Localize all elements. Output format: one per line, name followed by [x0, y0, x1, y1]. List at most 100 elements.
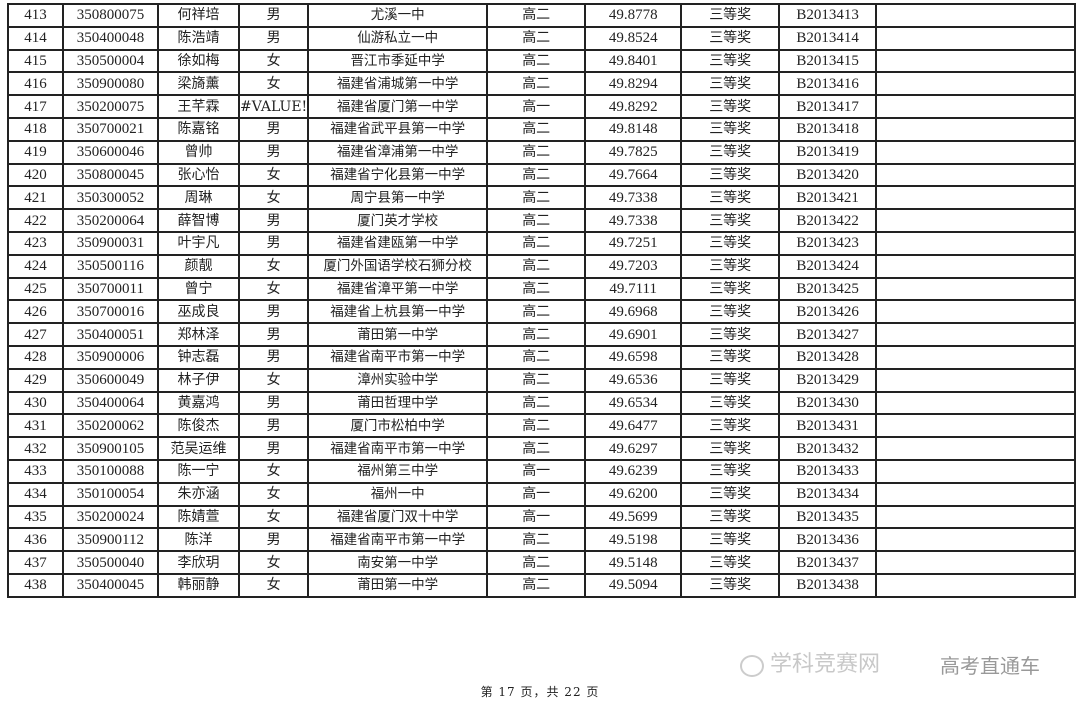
certificate-cell: B2013422 [778, 208, 878, 233]
certificate-cell: B2013426 [778, 299, 878, 325]
id-cell: 350200062 [62, 413, 159, 439]
gender-cell: 女 [237, 367, 310, 393]
name-cell: 颜靓 [157, 253, 240, 279]
school-cell: 周宁县第一中学 [307, 185, 489, 211]
note-cell [875, 230, 1077, 256]
certificate-cell: B2013438 [778, 572, 878, 598]
note-cell [875, 208, 1077, 233]
award-cell: 三等奖 [680, 185, 781, 211]
id-cell: 350200024 [62, 504, 159, 530]
school-cell: 福建省建瓯第一中学 [307, 230, 489, 256]
gender-cell: 女 [237, 276, 310, 302]
gender-cell: #VALUE! [237, 94, 310, 119]
id-cell: 350700011 [62, 276, 159, 302]
certificate-cell: B2013413 [778, 3, 878, 28]
table-row: 414 350400048 陈浩靖男仙游私立一中 高二 49.8524 三等奖 B20134… [7, 25, 1077, 51]
table-row: 425 350700011 曾宁女福建省漳平第一中学 高二 49.7111 三等奖 B201… [7, 276, 1077, 302]
id-cell: 350800075 [62, 3, 159, 28]
note-cell [875, 94, 1077, 119]
certificate-cell: B2013429 [778, 367, 878, 393]
score-cell: 49.8148 [584, 116, 683, 142]
award-cell: 三等奖 [680, 344, 781, 370]
rank-cell: 419 [7, 139, 64, 165]
id-cell: 350500116 [62, 253, 159, 279]
table-row: 417 350200075 王芊霖 #VALUE! 福建省厦门第一中学 高一 49.8292… [7, 94, 1077, 119]
grade-cell: 高二 [486, 550, 587, 575]
table-row: 422 350200064 薛智博男厦门英才学校 高二 49.7338 三等奖 B20134… [7, 208, 1077, 233]
grade-cell: 高二 [486, 48, 587, 74]
certificate-cell: B2013432 [778, 436, 878, 461]
gender-cell: 男 [237, 139, 310, 165]
id-cell: 350400048 [62, 25, 159, 51]
school-cell: 厦门外国语学校石狮分校 [307, 253, 489, 279]
rank-cell: 437 [7, 550, 64, 575]
score-cell: 49.8292 [584, 94, 683, 119]
gender-cell: 男 [237, 116, 310, 142]
rank-cell: 438 [7, 572, 64, 598]
school-cell: 厦门市松柏中学 [307, 413, 489, 439]
award-cell: 三等奖 [680, 572, 781, 598]
award-cell: 三等奖 [680, 436, 781, 461]
school-cell: 南安第一中学 [307, 550, 489, 575]
id-cell: 350300052 [62, 185, 159, 211]
name-cell: 朱亦涵 [157, 481, 240, 507]
award-cell: 三等奖 [680, 253, 781, 279]
grade-cell: 高二 [486, 344, 587, 370]
grade-cell: 高一 [486, 504, 587, 530]
school-cell: 厦门英才学校 [307, 208, 489, 233]
note-cell [875, 390, 1077, 416]
gender-cell: 女 [237, 48, 310, 74]
score-cell: 49.7111 [584, 276, 683, 302]
rank-cell: 433 [7, 458, 64, 484]
school-cell: 福建省漳平第一中学 [307, 276, 489, 302]
id-cell: 350900006 [62, 344, 159, 370]
name-cell: 郑林泽 [157, 322, 240, 347]
certificate-cell: B2013416 [778, 71, 878, 97]
note-cell [875, 276, 1077, 302]
award-cell: 三等奖 [680, 208, 781, 233]
rank-cell: 414 [7, 25, 64, 51]
rank-cell: 422 [7, 208, 64, 233]
page-footer: 第 17 页，共 22 页 [480, 685, 600, 699]
gender-cell: 女 [237, 572, 310, 598]
name-cell: 韩丽静 [157, 572, 240, 598]
name-cell: 周琳 [157, 185, 240, 211]
grade-cell: 高二 [486, 208, 587, 233]
school-cell: 福建省宁化县第一中学 [307, 162, 489, 188]
certificate-cell: B2013424 [778, 253, 878, 279]
name-cell: 叶宇凡 [157, 230, 240, 256]
score-cell: 49.8524 [584, 25, 683, 51]
table-row: 433 350100088 陈一宁女福州第三中学 高一 49.6239 三等奖 B20134… [7, 458, 1077, 484]
id-cell: 350900105 [62, 436, 159, 461]
award-cell: 三等奖 [680, 162, 781, 188]
name-cell: 徐如梅 [157, 48, 240, 74]
note-cell [875, 572, 1077, 598]
table-row: 435 350200024 陈婧萱女福建省厦门双十中学 高一 49.5699 三等奖 B20… [7, 504, 1077, 530]
name-cell: 梁旖薰 [157, 71, 240, 97]
id-cell: 350200075 [62, 94, 159, 119]
note-cell [875, 253, 1077, 279]
certificate-cell: B2013428 [778, 344, 878, 370]
school-cell: 福州第三中学 [307, 458, 489, 484]
gender-cell: 男 [237, 230, 310, 256]
certificate-cell: B2013418 [778, 116, 878, 142]
watermark: 学科竞赛网 高考直通车 [740, 652, 1075, 680]
certificate-cell: B2013421 [778, 185, 878, 211]
award-cell: 三等奖 [680, 527, 781, 553]
certificate-cell: B2013415 [778, 48, 878, 74]
grade-cell: 高二 [486, 253, 587, 279]
note-cell [875, 71, 1077, 97]
note-cell [875, 367, 1077, 393]
award-cell: 三等奖 [680, 299, 781, 325]
award-cell: 三等奖 [680, 276, 781, 302]
score-cell: 49.6297 [584, 436, 683, 461]
score-cell: 49.6901 [584, 322, 683, 347]
school-cell: 福州一中 [307, 481, 489, 507]
table-row: 418 350700021 陈嘉铭男福建省武平县第一中学 高二 49.8148 三等奖 B2… [7, 116, 1077, 142]
gender-cell: 女 [237, 253, 310, 279]
name-cell: 薛智博 [157, 208, 240, 233]
table-row: 432 350900105 范吴运维男福建省南平市第一中学 高二 49.6297 三等奖 B… [7, 436, 1077, 461]
id-cell: 350500004 [62, 48, 159, 74]
wechat-icon [740, 655, 764, 677]
id-cell: 350400051 [62, 322, 159, 347]
